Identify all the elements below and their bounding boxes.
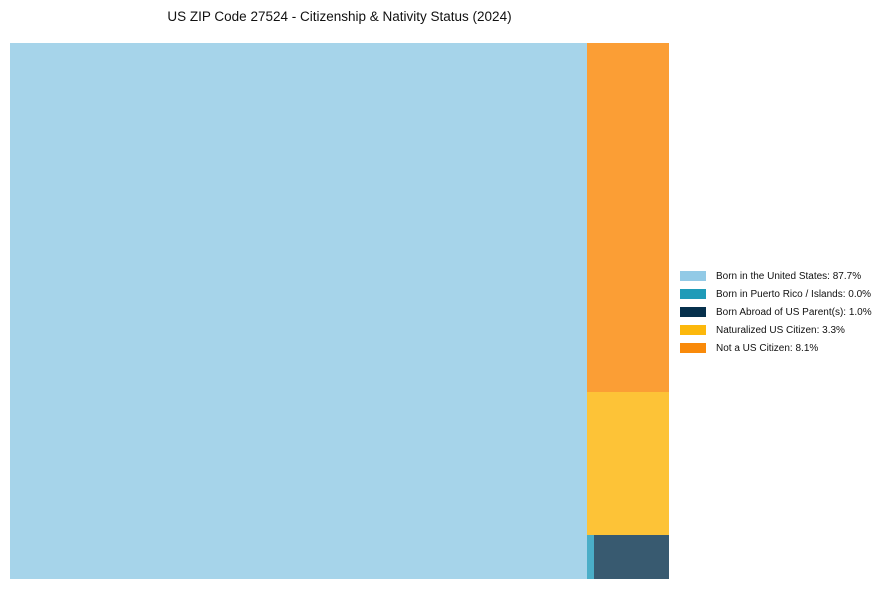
legend-label: Born in the United States: 87.7% xyxy=(716,270,862,282)
legend-item: Naturalized US Citizen: 3.3% xyxy=(680,321,872,339)
chart-title: US ZIP Code 27524 - Citizenship & Nativi… xyxy=(167,9,512,24)
legend-label: Not a US Citizen: 8.1% xyxy=(716,342,819,354)
legend-item: Not a US Citizen: 8.1% xyxy=(680,339,872,357)
tile-born-in-us[interactable] xyxy=(10,43,587,579)
legend-label: Born in Puerto Rico / Islands: 0.0% xyxy=(716,288,872,300)
legend-swatch xyxy=(680,289,706,299)
legend-swatch xyxy=(680,271,706,281)
legend-swatch xyxy=(680,343,706,353)
legend: Born in the United States: 87.7% Born in… xyxy=(680,267,872,357)
legend-item: Born Abroad of US Parent(s): 1.0% xyxy=(680,303,872,321)
legend-label: Naturalized US Citizen: 3.3% xyxy=(716,324,845,336)
tile-born-abroad-us-parents[interactable] xyxy=(594,535,669,579)
legend-swatch xyxy=(680,307,706,317)
legend-swatch xyxy=(680,325,706,335)
tile-naturalized[interactable] xyxy=(587,392,669,535)
tile-born-puerto-rico[interactable] xyxy=(587,535,594,579)
tile-not-us-citizen[interactable] xyxy=(587,43,669,392)
legend-label: Born Abroad of US Parent(s): 1.0% xyxy=(716,306,872,318)
legend-item: Born in Puerto Rico / Islands: 0.0% xyxy=(680,285,872,303)
legend-item: Born in the United States: 87.7% xyxy=(680,267,872,285)
